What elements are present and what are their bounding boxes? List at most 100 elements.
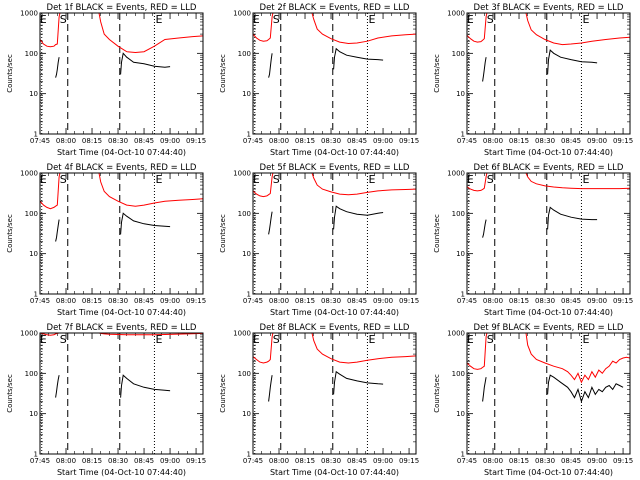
events-series-line xyxy=(547,49,598,75)
x-tick-label: 08:30 xyxy=(321,297,341,305)
x-tick-label: 08:45 xyxy=(561,457,581,465)
x-tick-label: 09:15 xyxy=(399,457,419,465)
end-marker-label: E xyxy=(467,173,474,186)
detector-panel-9: Det 9f BLACK = Events, RED = LLD Counts/s… xyxy=(433,323,633,477)
x-tick-label: 09:15 xyxy=(613,297,633,305)
x-tick-label: 08:15 xyxy=(295,137,315,145)
x-tick-label: 08:15 xyxy=(509,297,529,305)
y-tick-label: 10 xyxy=(29,250,38,258)
start-marker-label: S xyxy=(273,13,280,26)
y-tick-label: 1 xyxy=(247,131,251,139)
events-series-line xyxy=(333,205,384,230)
y-axis-label: Counts/sec xyxy=(6,54,14,93)
end-marker-label: E xyxy=(40,13,47,26)
end-marker-label: E xyxy=(40,333,47,346)
x-tick-label: 08:30 xyxy=(535,457,555,465)
chart-title: Det 6f BLACK = Events, RED = LLD xyxy=(474,163,624,173)
lld-series-line xyxy=(466,172,631,192)
chart-title: Det 5f BLACK = Events, RED = LLD xyxy=(260,163,410,173)
y-tick-label: 10 xyxy=(242,90,251,98)
x-tick-label: 07:45 xyxy=(30,457,50,465)
events-series-line xyxy=(55,375,60,398)
x-tick-label: 08:30 xyxy=(535,137,555,145)
lld-series-line xyxy=(39,12,204,54)
plot-frame xyxy=(252,172,417,295)
events-series-line xyxy=(333,47,384,70)
y-tick-label: 1 xyxy=(247,291,251,299)
detector-panel-5: Det 5f BLACK = Events, RED = LLD Counts/s… xyxy=(219,163,419,317)
plot-frame xyxy=(39,332,204,455)
start-marker-label: S xyxy=(487,13,494,26)
x-tick-label: 09:00 xyxy=(587,137,607,145)
x-tick-label: 08:15 xyxy=(82,297,102,305)
x-tick-label: 08:15 xyxy=(295,297,315,305)
x-tick-label: 09:15 xyxy=(186,457,206,465)
y-axis-label: Counts/sec xyxy=(6,374,14,413)
start-marker-label: S xyxy=(60,333,67,346)
y-tick-label: 100 xyxy=(238,370,251,378)
y-tick-label: 100 xyxy=(238,210,251,218)
y-axis-label: Counts/sec xyxy=(433,54,441,93)
y-axis-label: Counts/sec xyxy=(219,54,227,93)
x-tick-label: 08:15 xyxy=(509,137,529,145)
x-axis-label: Start Time (04-Oct-10 07:44:40) xyxy=(270,148,399,157)
y-tick-label: 100 xyxy=(25,210,38,218)
y-tick-label: 1000 xyxy=(20,330,38,338)
end-marker-label: E xyxy=(253,333,260,346)
x-tick-label: 08:00 xyxy=(56,137,76,145)
y-tick-label: 100 xyxy=(238,50,251,58)
y-tick-label: 100 xyxy=(452,370,465,378)
x-tick-label: 08:30 xyxy=(108,457,128,465)
plot-frame xyxy=(39,12,204,135)
y-axis-label: Counts/sec xyxy=(219,374,227,413)
start-marker-label: S xyxy=(60,13,67,26)
x-axis-label: Start Time (04-Oct-10 07:44:40) xyxy=(57,468,186,477)
events-series-line xyxy=(482,219,487,238)
lld-series-line xyxy=(466,12,631,46)
end-marker-label: E xyxy=(40,173,47,186)
x-tick-label: 07:45 xyxy=(243,137,263,145)
plot-frame xyxy=(252,12,417,135)
y-tick-label: 100 xyxy=(452,210,465,218)
y-tick-label: 100 xyxy=(25,50,38,58)
x-axis-label: Start Time (04-Oct-10 07:44:40) xyxy=(270,308,399,317)
chart-title: Det 4f BLACK = Events, RED = LLD xyxy=(47,163,197,173)
end-marker-label: E xyxy=(467,13,474,26)
y-tick-label: 1 xyxy=(34,291,38,299)
x-tick-label: 08:00 xyxy=(269,457,289,465)
end-marker-label: E xyxy=(253,173,260,186)
x-tick-label: 09:15 xyxy=(186,137,206,145)
y-tick-label: 10 xyxy=(456,90,465,98)
start-marker-label: S xyxy=(60,173,67,186)
x-tick-label: 07:45 xyxy=(457,297,477,305)
y-tick-label: 1000 xyxy=(447,10,465,18)
chart-title: Det 7f BLACK = Events, RED = LLD xyxy=(47,323,197,333)
start-marker-label: S xyxy=(487,333,494,346)
y-axis-label: Counts/sec xyxy=(219,214,227,253)
y-tick-label: 10 xyxy=(29,410,38,418)
x-tick-label: 08:45 xyxy=(347,457,367,465)
y-tick-label: 10 xyxy=(456,250,465,258)
events-series-line xyxy=(547,374,624,404)
x-tick-label: 08:45 xyxy=(134,297,154,305)
start-marker-label: S xyxy=(273,173,280,186)
x-tick-label: 07:45 xyxy=(243,457,263,465)
x-tick-label: 07:45 xyxy=(243,297,263,305)
x-tick-label: 07:45 xyxy=(457,137,477,145)
events-series-line xyxy=(55,57,60,78)
events-series-line xyxy=(120,212,171,235)
x-tick-label: 09:00 xyxy=(373,457,393,465)
x-tick-label: 08:00 xyxy=(56,457,76,465)
end-marker-label: E xyxy=(582,13,589,26)
chart-title: Det 9f BLACK = Events, RED = LLD xyxy=(474,323,624,333)
x-tick-label: 08:45 xyxy=(561,297,581,305)
x-axis-label: Start Time (04-Oct-10 07:44:40) xyxy=(57,308,186,317)
x-tick-label: 08:30 xyxy=(321,137,341,145)
plot-frame xyxy=(466,332,631,455)
y-tick-label: 1 xyxy=(34,451,38,459)
y-tick-label: 1000 xyxy=(233,170,251,178)
y-tick-label: 1000 xyxy=(447,170,465,178)
lld-series-line xyxy=(252,12,417,45)
events-series-line xyxy=(268,375,273,402)
x-tick-label: 08:15 xyxy=(509,457,529,465)
